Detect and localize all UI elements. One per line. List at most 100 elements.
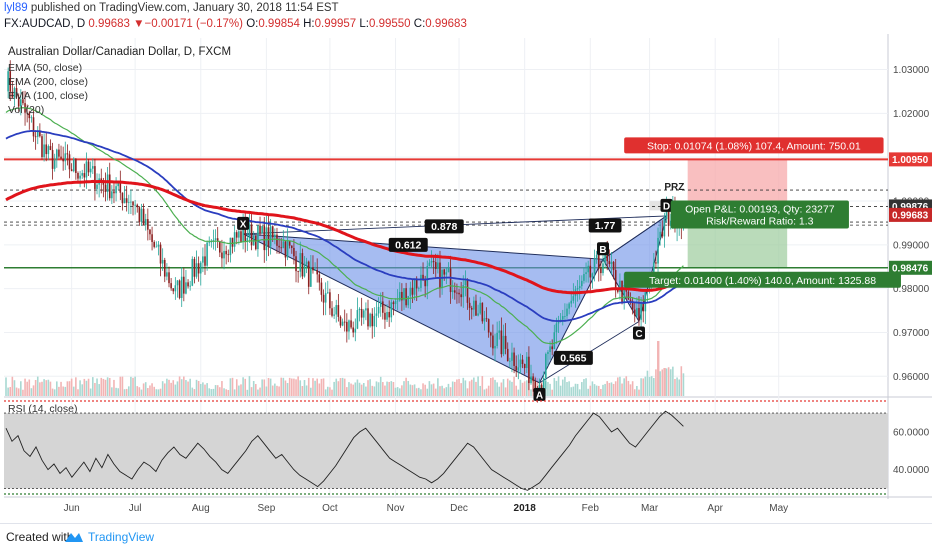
time-tick-label: Apr	[707, 503, 723, 514]
volume-bar	[259, 387, 261, 396]
candle-body	[216, 238, 219, 241]
candle-body	[564, 316, 566, 317]
volume-bar	[91, 377, 94, 396]
candle-body	[314, 270, 316, 271]
candle-body	[132, 201, 134, 206]
candle-body	[454, 290, 456, 293]
volume-bar	[386, 381, 388, 396]
candle-body	[377, 306, 380, 314]
candle-body	[449, 268, 452, 293]
volume-bar	[5, 377, 7, 396]
volume-bar	[53, 389, 56, 396]
volume-bar	[267, 377, 270, 396]
candle-body	[511, 352, 513, 361]
volume-bar	[674, 378, 676, 396]
volume-bar	[606, 381, 609, 396]
candle-body	[591, 273, 594, 278]
candle-body	[125, 198, 128, 203]
volume-bar	[104, 379, 107, 396]
candle-body	[382, 301, 384, 313]
candle-body	[534, 381, 537, 392]
volume-bar	[252, 381, 255, 396]
last-price: 0.99683	[88, 18, 130, 30]
candle-body	[178, 280, 181, 298]
ema-200-line	[5, 179, 684, 295]
position-label: Open P&L: 0.00193, Qty: 23277	[685, 203, 835, 215]
pattern-point-a-label: A	[536, 390, 543, 401]
volume-bar	[282, 377, 285, 396]
volume-bar	[244, 378, 247, 396]
volume-bar	[680, 366, 683, 396]
candle-body	[356, 310, 359, 329]
volume-bar	[659, 371, 661, 396]
volume-bar	[240, 384, 242, 396]
candle-body	[284, 241, 287, 258]
volume-bar	[225, 389, 227, 396]
candle-body	[231, 237, 234, 247]
volume-bar	[72, 386, 75, 396]
volume-bar	[26, 381, 28, 396]
close-value: 0.99683	[425, 18, 467, 30]
volume-bar	[312, 378, 314, 396]
candle-body	[640, 303, 642, 320]
volume-bar	[388, 381, 390, 396]
candle-body	[13, 88, 16, 98]
candle-body	[485, 318, 488, 320]
volume-bar	[346, 387, 348, 396]
volume-bar	[591, 381, 594, 396]
candle-body	[386, 311, 388, 320]
candle-body	[96, 184, 98, 189]
volume-bar	[261, 379, 263, 396]
volume-bar	[396, 387, 399, 396]
volume-bar	[477, 376, 479, 396]
volume-bar	[445, 387, 448, 396]
volume-bar	[426, 388, 429, 396]
candle-body	[233, 232, 236, 247]
volume-bar	[644, 376, 647, 396]
candle-body	[358, 308, 361, 311]
candle-body	[360, 308, 363, 318]
volume-bar	[665, 368, 668, 396]
volume-bar	[570, 387, 573, 396]
author-name[interactable]: lyl89	[4, 2, 28, 14]
price-tick-label: 1.03000	[893, 65, 930, 76]
target-label: Target: 0.01400 (1.40%) 140.0, Amount: 1…	[649, 275, 876, 287]
candle-body	[307, 261, 310, 287]
candle-body	[619, 280, 621, 292]
volume-bar	[293, 378, 295, 396]
candle-body	[644, 292, 647, 312]
volume-bar	[310, 387, 312, 396]
volume-bar	[627, 380, 630, 396]
candle-body	[553, 332, 556, 350]
volume-bar	[553, 377, 556, 396]
candle-body	[642, 303, 645, 312]
volume-bar	[561, 379, 564, 396]
candle-body	[221, 252, 223, 259]
volume-bar	[549, 383, 551, 396]
candle-body	[30, 117, 33, 119]
volume-bar	[11, 376, 14, 396]
candle-body	[428, 262, 431, 266]
tradingview-brand[interactable]: TradingView	[88, 530, 155, 544]
candle-body	[187, 282, 189, 287]
candle-body	[600, 268, 602, 274]
chart-canvas[interactable]: 1.030001.020001.010001.000000.990000.980…	[0, 34, 932, 522]
price-tag-label: 0.99683	[892, 210, 929, 221]
volume-bar	[379, 376, 382, 396]
candle-body	[418, 287, 420, 289]
candle-body	[525, 356, 528, 369]
rsi-title: RSI (14, close)	[8, 403, 77, 415]
candle-body	[456, 292, 458, 294]
candle-body	[123, 198, 126, 204]
candle-body	[636, 308, 638, 316]
low-value: 0.99550	[369, 18, 411, 30]
rsi-tick-label: 60.0000	[893, 427, 930, 438]
candle-body	[593, 258, 596, 274]
candle-body	[238, 231, 240, 238]
candle-body	[22, 99, 24, 104]
candle-body	[392, 302, 395, 305]
volume-bar	[159, 388, 162, 396]
volume-bar	[195, 379, 198, 396]
volume-bar	[255, 384, 257, 396]
candle-body	[119, 180, 122, 193]
